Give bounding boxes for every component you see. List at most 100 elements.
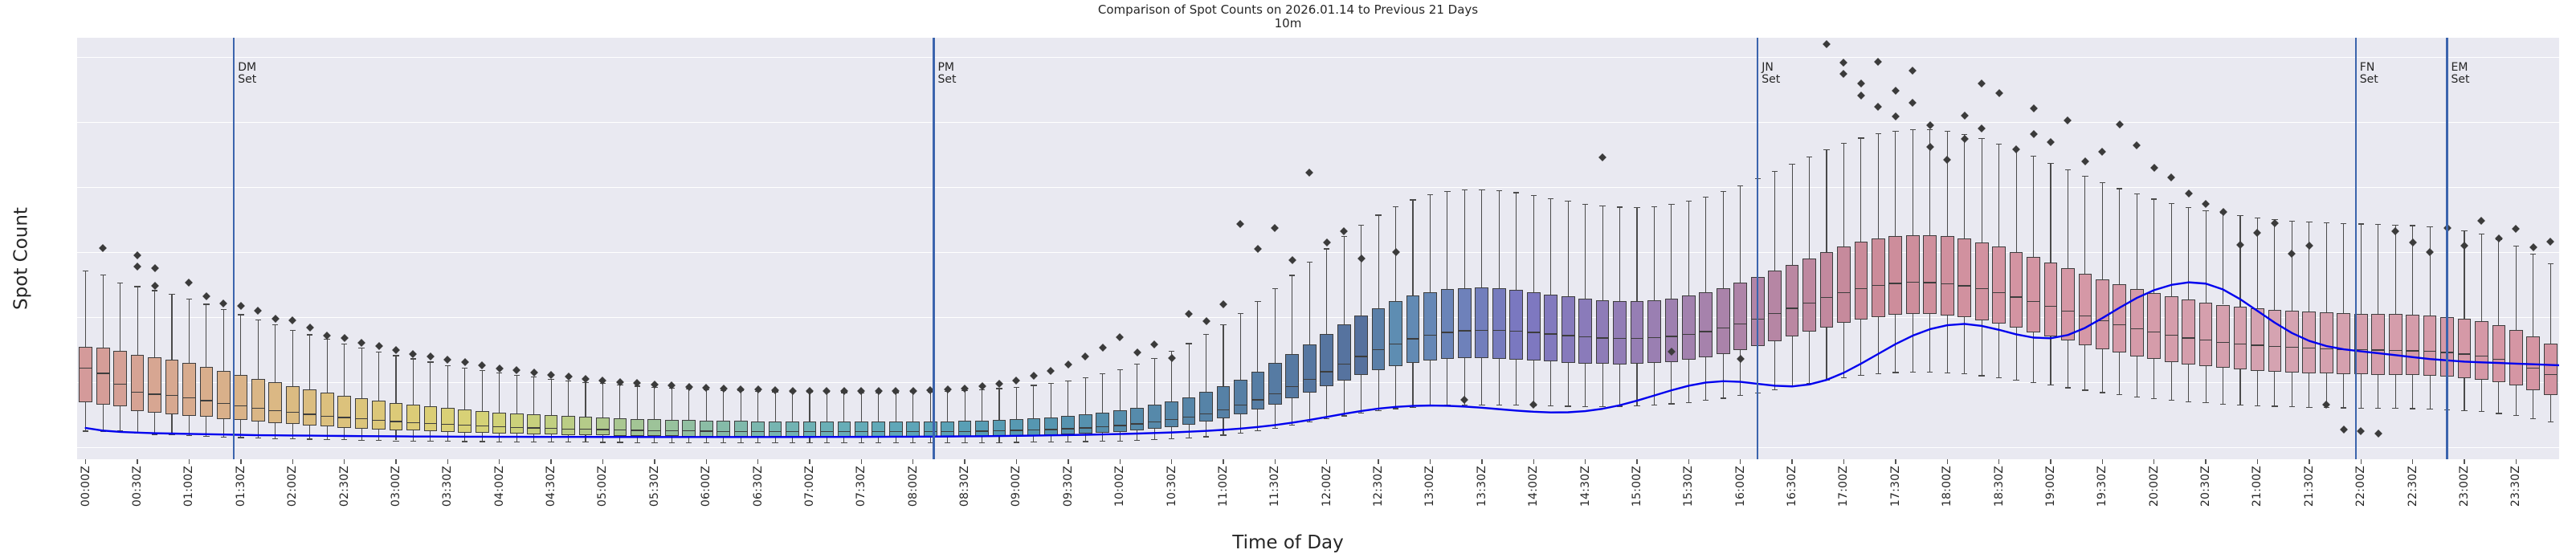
whisker-upper <box>309 334 311 390</box>
whisker-upper <box>2429 226 2431 316</box>
whisker-cap-lower <box>1375 409 1382 412</box>
whisker-lower <box>1257 409 1259 430</box>
whisker-cap-lower <box>1237 432 1244 434</box>
whisker-upper <box>1412 199 1414 296</box>
x-tick-label: 05:30Z <box>647 466 661 507</box>
whisker-upper <box>1567 201 1569 297</box>
x-tick-mark <box>1326 459 1328 464</box>
box <box>303 389 317 426</box>
box <box>578 417 593 435</box>
whisker-cap-lower <box>1272 427 1279 429</box>
whisker-upper <box>1877 133 1879 238</box>
whisker-upper <box>1429 194 1431 292</box>
whisker-lower <box>550 434 552 442</box>
whisker-upper <box>1274 288 1276 364</box>
median-line <box>2061 311 2075 312</box>
whisker-lower <box>619 435 621 442</box>
whisker-lower <box>2119 352 2121 395</box>
whisker-cap-upper <box>2427 226 2433 227</box>
box <box>2182 299 2195 365</box>
box <box>1526 291 1541 360</box>
whisker-cap-lower <box>1565 405 1571 407</box>
whisker-cap-upper <box>1789 163 1795 165</box>
whisker-lower <box>1653 363 1655 405</box>
whisker-upper <box>326 339 328 393</box>
box <box>475 411 489 434</box>
median-line <box>1320 371 1334 373</box>
whisker-lower <box>2549 395 2551 422</box>
whisker-upper <box>636 385 638 419</box>
whisker-cap-lower <box>393 440 399 442</box>
whisker-lower <box>1033 435 1035 442</box>
whisker-cap-upper <box>2117 188 2123 189</box>
whisker-cap-lower <box>2202 402 2209 404</box>
whisker-upper <box>1585 203 1586 299</box>
box <box>492 412 507 434</box>
whisker-cap-upper <box>134 286 141 287</box>
x-tick-label: 06:00Z <box>700 466 713 507</box>
whisker-cap-lower <box>1927 371 1933 373</box>
whisker-cap-lower <box>1909 371 1916 373</box>
whisker-cap-upper <box>220 308 227 311</box>
whisker-upper <box>533 377 535 415</box>
x-tick-mark <box>1119 459 1121 464</box>
box <box>1837 246 1851 324</box>
median-line <box>1509 330 1524 332</box>
whisker-upper <box>791 391 794 422</box>
whisker-cap-upper <box>1513 192 1520 193</box>
median-line <box>2009 296 2023 298</box>
median-line <box>217 402 231 404</box>
whisker-lower <box>309 425 311 439</box>
box <box>1199 392 1213 422</box>
whisker-lower <box>2480 379 2482 412</box>
median-line <box>872 431 886 433</box>
median-line <box>941 430 954 433</box>
median-line <box>1251 399 1265 401</box>
whisker-upper <box>1239 313 1241 380</box>
x-tick-mark <box>654 459 655 464</box>
whisker-lower <box>1998 324 2000 378</box>
whisker-cap-lower <box>2409 408 2416 409</box>
whisker-cap-upper <box>462 367 468 369</box>
box <box>2043 263 2058 337</box>
x-tick-mark <box>85 459 87 464</box>
x-tick-label: 14:00Z <box>1527 466 1541 507</box>
whisker-lower <box>2084 344 2086 390</box>
box <box>2164 296 2178 362</box>
whisker-lower <box>222 418 224 437</box>
whisker-cap-lower <box>910 442 917 443</box>
whisker-lower <box>2050 336 2051 385</box>
box <box>1974 242 1989 320</box>
median-line <box>1872 285 1885 287</box>
median-line <box>716 430 731 432</box>
whisker-upper <box>878 392 880 422</box>
whisker-cap-upper <box>393 355 399 356</box>
x-tick-mark <box>1481 459 1483 464</box>
whisker-cap-upper <box>1858 137 1864 139</box>
whisker-cap-lower <box>1840 377 1847 379</box>
whisker-lower <box>791 437 794 442</box>
whisker-cap-upper <box>289 329 296 331</box>
median-line <box>1337 363 1351 365</box>
x-tick-label: 18:00Z <box>1941 466 1954 507</box>
whisker-lower <box>1619 364 1621 406</box>
box <box>1923 234 1937 315</box>
whisker-lower <box>102 404 104 432</box>
whisker-upper <box>929 391 931 422</box>
box <box>268 382 283 423</box>
whisker-upper <box>2412 225 2414 316</box>
box <box>2509 330 2523 386</box>
median-line <box>975 430 989 432</box>
whisker-cap-lower <box>2375 407 2382 409</box>
gridline <box>77 381 2559 384</box>
x-tick-mark <box>1015 459 1018 464</box>
whisker-upper <box>2015 149 2017 252</box>
x-tick-mark <box>240 459 242 464</box>
box <box>1389 301 1402 367</box>
whisker-cap-upper <box>1357 224 1365 226</box>
box <box>2078 274 2092 345</box>
whisker-cap-upper <box>1720 191 1726 193</box>
whisker-cap-lower <box>2082 389 2088 391</box>
median-line <box>837 431 851 433</box>
whisker-upper <box>2119 188 2121 285</box>
